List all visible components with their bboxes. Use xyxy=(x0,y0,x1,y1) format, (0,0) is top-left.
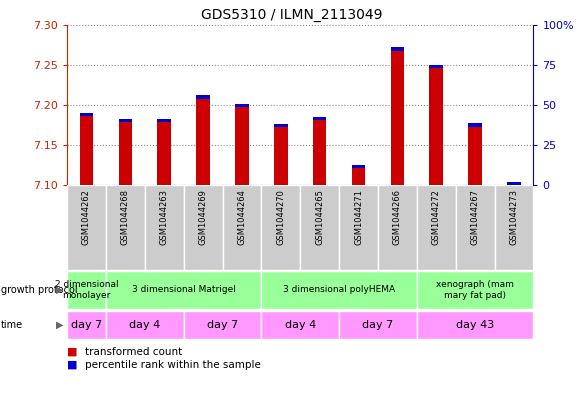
Bar xyxy=(391,48,404,185)
Bar xyxy=(118,119,132,185)
Bar xyxy=(261,271,417,309)
Text: ■: ■ xyxy=(67,347,78,357)
Bar xyxy=(274,124,287,185)
Text: GSM1044273: GSM1044273 xyxy=(510,189,518,245)
Text: time: time xyxy=(1,320,23,330)
Text: day 43: day 43 xyxy=(456,320,494,330)
Bar xyxy=(184,310,261,340)
Text: GSM1044266: GSM1044266 xyxy=(393,189,402,245)
Bar xyxy=(184,185,223,270)
Text: ■: ■ xyxy=(67,360,78,370)
Text: ▶: ▶ xyxy=(57,285,64,295)
Bar xyxy=(106,310,184,340)
Bar xyxy=(118,119,132,122)
Bar xyxy=(430,65,443,185)
Bar xyxy=(145,185,184,270)
Bar xyxy=(67,310,106,340)
Bar xyxy=(313,117,326,185)
Bar xyxy=(391,48,404,51)
Text: 2 dimensional
monolayer: 2 dimensional monolayer xyxy=(55,280,118,300)
Text: GSM1044263: GSM1044263 xyxy=(160,189,168,245)
Text: GSM1044270: GSM1044270 xyxy=(276,189,285,245)
Bar xyxy=(507,182,521,185)
Bar xyxy=(235,104,249,185)
Bar xyxy=(468,123,482,185)
Text: 3 dimensional polyHEMA: 3 dimensional polyHEMA xyxy=(283,285,395,294)
Bar xyxy=(80,113,93,116)
Bar xyxy=(261,185,300,270)
Text: growth protocol: growth protocol xyxy=(1,285,77,295)
Bar xyxy=(235,104,249,107)
Text: day 4: day 4 xyxy=(129,320,160,330)
Text: GSM1044272: GSM1044272 xyxy=(432,189,441,245)
Bar xyxy=(106,185,145,270)
Text: GSM1044267: GSM1044267 xyxy=(470,189,480,245)
Bar xyxy=(468,123,482,127)
Text: 3 dimensional Matrigel: 3 dimensional Matrigel xyxy=(132,285,236,294)
Bar xyxy=(417,310,533,340)
Bar xyxy=(352,165,366,168)
Text: GSM1044264: GSM1044264 xyxy=(237,189,247,245)
Text: GDS5310 / ILMN_2113049: GDS5310 / ILMN_2113049 xyxy=(201,8,382,22)
Text: GSM1044262: GSM1044262 xyxy=(82,189,91,245)
Text: xenograph (mam
mary fat pad): xenograph (mam mary fat pad) xyxy=(436,280,514,300)
Text: GSM1044265: GSM1044265 xyxy=(315,189,324,245)
Bar xyxy=(106,271,261,309)
Text: GSM1044271: GSM1044271 xyxy=(354,189,363,245)
Bar xyxy=(417,185,456,270)
Text: day 7: day 7 xyxy=(71,320,102,330)
Bar xyxy=(157,119,171,185)
Bar xyxy=(352,165,366,185)
Bar xyxy=(417,271,533,309)
Bar xyxy=(80,113,93,185)
Text: day 7: day 7 xyxy=(363,320,394,330)
Text: ▶: ▶ xyxy=(57,320,64,330)
Text: percentile rank within the sample: percentile rank within the sample xyxy=(85,360,261,370)
Bar xyxy=(494,185,533,270)
Text: GSM1044269: GSM1044269 xyxy=(199,189,208,245)
Text: transformed count: transformed count xyxy=(85,347,182,357)
Bar xyxy=(339,310,417,340)
Bar xyxy=(274,124,287,127)
Bar xyxy=(196,95,210,185)
Text: GSM1044268: GSM1044268 xyxy=(121,189,130,245)
Bar xyxy=(507,182,521,185)
Bar xyxy=(300,185,339,270)
Bar xyxy=(67,185,106,270)
Bar xyxy=(313,117,326,120)
Bar xyxy=(67,271,106,309)
Text: day 7: day 7 xyxy=(207,320,238,330)
Bar xyxy=(339,185,378,270)
Bar xyxy=(430,65,443,68)
Bar xyxy=(157,119,171,122)
Bar xyxy=(378,185,417,270)
Bar xyxy=(196,95,210,99)
Bar xyxy=(223,185,261,270)
Text: day 4: day 4 xyxy=(285,320,316,330)
Bar xyxy=(456,185,494,270)
Bar xyxy=(261,310,339,340)
